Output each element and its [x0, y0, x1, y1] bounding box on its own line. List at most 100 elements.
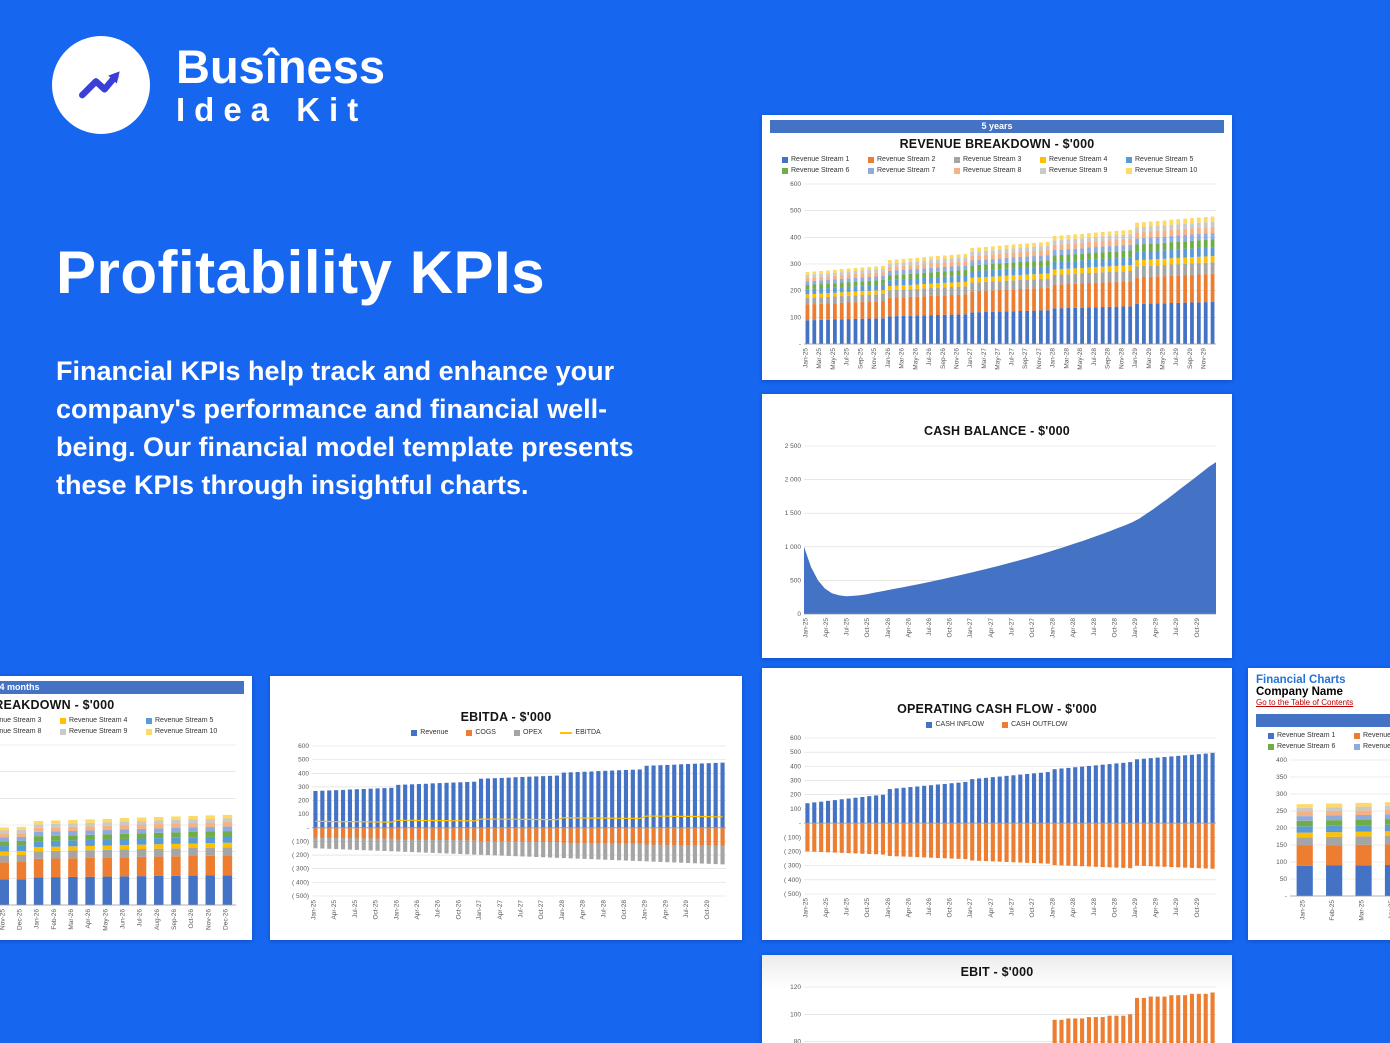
- legend-item: Revenue Stream 5: [1126, 154, 1212, 165]
- svg-text:Nov-27: Nov-27: [1036, 348, 1043, 369]
- company-name: Company Name: [1256, 686, 1343, 698]
- legend-item: Revenue Stream 7: [1354, 741, 1390, 752]
- svg-text:Apr-29: Apr-29: [662, 900, 669, 920]
- svg-text:Feb-25: Feb-25: [1329, 900, 1336, 921]
- svg-text:Feb-26: Feb-26: [51, 909, 58, 930]
- legend-item: Revenue Stream 8: [0, 728, 42, 735]
- chart-range-bar: 5 years: [770, 120, 1224, 133]
- legend-swatch: [782, 156, 788, 163]
- svg-text:-: -: [799, 341, 801, 348]
- table-of-contents-link[interactable]: Go to the Table of Contents: [1256, 698, 1354, 707]
- svg-text:Oct-28: Oct-28: [1111, 898, 1118, 918]
- svg-text:-: -: [799, 820, 801, 827]
- svg-text:400: 400: [298, 770, 309, 777]
- svg-text:Apr-29: Apr-29: [1153, 898, 1160, 918]
- chart-legend: CASH INFLOW CASH OUTFLOW: [770, 719, 1224, 730]
- svg-text:May-29: May-29: [1160, 348, 1167, 370]
- trend-arrow-icon: [79, 71, 120, 99]
- page-description: Financial KPIs help track and enhance yo…: [56, 356, 634, 500]
- svg-text:Mar-25: Mar-25: [1359, 900, 1366, 921]
- svg-text:( 100): ( 100): [292, 838, 309, 845]
- svg-text:Oct-26: Oct-26: [947, 898, 954, 918]
- panel-head: Financial Charts Company Name Go to the …: [1248, 668, 1390, 709]
- svg-text:350: 350: [1276, 774, 1287, 781]
- svg-text:2 000: 2 000: [785, 477, 802, 484]
- chart-range-bar: 24 months: [0, 681, 244, 694]
- legend-swatch: [1268, 743, 1274, 750]
- legend-item: Revenue Stream 10: [1126, 165, 1212, 176]
- svg-text:500: 500: [790, 208, 801, 215]
- legend-swatch: [868, 156, 874, 163]
- revenue-breakdown-24m-card: 24 months REVENUE BREAKDOWN - $'000 Reve…: [0, 676, 252, 940]
- svg-text:Apr-28: Apr-28: [1070, 898, 1077, 918]
- svg-text:Apr-26: Apr-26: [414, 900, 421, 920]
- svg-text:Dec-25: Dec-25: [16, 909, 23, 930]
- svg-text:-: -: [307, 825, 309, 832]
- svg-text:Jul-26: Jul-26: [926, 618, 933, 636]
- svg-text:May-26: May-26: [102, 909, 109, 931]
- svg-text:Oct-28: Oct-28: [1111, 618, 1118, 638]
- svg-text:Sep-28: Sep-28: [1105, 348, 1112, 369]
- svg-text:Jul-28: Jul-28: [1091, 348, 1098, 366]
- svg-text:Mar-26: Mar-26: [899, 348, 906, 369]
- operating-cash-flow-chart: 600 500 400 300 200 100 - ( 100) ( 200) ( 300) ( 4…: [784, 735, 1216, 918]
- svg-text:Nov-28: Nov-28: [1118, 348, 1125, 369]
- revenue-breakdown-5y-card: 5 years REVENUE BREAKDOWN - $'000 Revenu…: [762, 115, 1232, 380]
- svg-text:Jan-28: Jan-28: [559, 900, 566, 920]
- svg-text:Apr-28: Apr-28: [580, 900, 587, 920]
- svg-text:Jul-28: Jul-28: [1091, 618, 1098, 636]
- svg-text:100: 100: [298, 811, 309, 818]
- svg-text:Apr-27: Apr-27: [988, 618, 995, 638]
- svg-text:400: 400: [790, 234, 801, 241]
- legend-swatch: [1354, 743, 1360, 750]
- legend-item: Revenue Stream 4: [60, 715, 146, 726]
- chart-legend: Revenue COGS OPEX EBITDA: [278, 727, 734, 738]
- legend-swatch: [954, 156, 960, 163]
- svg-text:100: 100: [790, 314, 801, 321]
- svg-text:Apr-26: Apr-26: [905, 618, 912, 638]
- svg-text:Jul-25: Jul-25: [844, 898, 851, 916]
- svg-text:( 200): ( 200): [784, 848, 801, 855]
- svg-text:Aug-26: Aug-26: [154, 909, 161, 930]
- legend-swatch: [411, 729, 418, 736]
- legend-item: Revenue Stream 1: [782, 154, 868, 165]
- legend-swatch: [782, 167, 788, 174]
- legend-item: OPEX: [513, 727, 542, 738]
- svg-text:Oct-25: Oct-25: [864, 618, 871, 638]
- svg-text:100: 100: [790, 1011, 801, 1018]
- legend-item: Revenue Stream 3: [954, 154, 1040, 165]
- svg-text:Mar-25: Mar-25: [816, 348, 823, 369]
- ebit-card: EBIT - $'000 12010080604020-Jan-25Apr-25…: [762, 955, 1232, 1043]
- legend-swatch: [1126, 156, 1132, 163]
- svg-text:Sep-26: Sep-26: [940, 348, 947, 369]
- legend-swatch: [60, 728, 66, 735]
- chart-title: REVENUE BREAKDOWN - $'000: [899, 137, 1095, 151]
- svg-text:Jul-27: Jul-27: [517, 900, 524, 918]
- svg-text:Sep-29: Sep-29: [1187, 348, 1194, 369]
- svg-text:Jan-29: Jan-29: [1132, 898, 1139, 918]
- svg-text:Jul-27: Jul-27: [1008, 898, 1015, 916]
- svg-text:Jul-25: Jul-25: [844, 618, 851, 636]
- legend-swatch: [1040, 167, 1046, 174]
- svg-text:1 500: 1 500: [785, 510, 802, 517]
- svg-text:Jul-26: Jul-26: [435, 900, 442, 918]
- svg-text:Dec-26: Dec-26: [222, 909, 229, 930]
- svg-text:Nov-26: Nov-26: [954, 348, 961, 369]
- svg-text:80: 80: [794, 1039, 802, 1043]
- svg-text:May-25: May-25: [830, 348, 837, 370]
- legend-item: Revenue: [411, 727, 448, 738]
- logo: Busîness Idea Kit: [52, 36, 385, 134]
- legend-swatch: [60, 717, 66, 724]
- chart-title: REVENUE BREAKDOWN - $'000: [0, 698, 115, 712]
- financial-charts-panel: Financial Charts Company Name Go to the …: [1248, 668, 1390, 940]
- svg-text:Jan-25: Jan-25: [310, 900, 317, 920]
- svg-text:1 000: 1 000: [785, 544, 802, 551]
- svg-text:Apr-27: Apr-27: [988, 898, 995, 918]
- svg-text:May-27: May-27: [995, 348, 1002, 370]
- svg-text:Oct-26: Oct-26: [455, 900, 462, 920]
- svg-text:Jan-27: Jan-27: [967, 618, 974, 638]
- svg-text:Jul-25: Jul-25: [352, 900, 359, 918]
- svg-text:Oct-27: Oct-27: [1029, 618, 1036, 638]
